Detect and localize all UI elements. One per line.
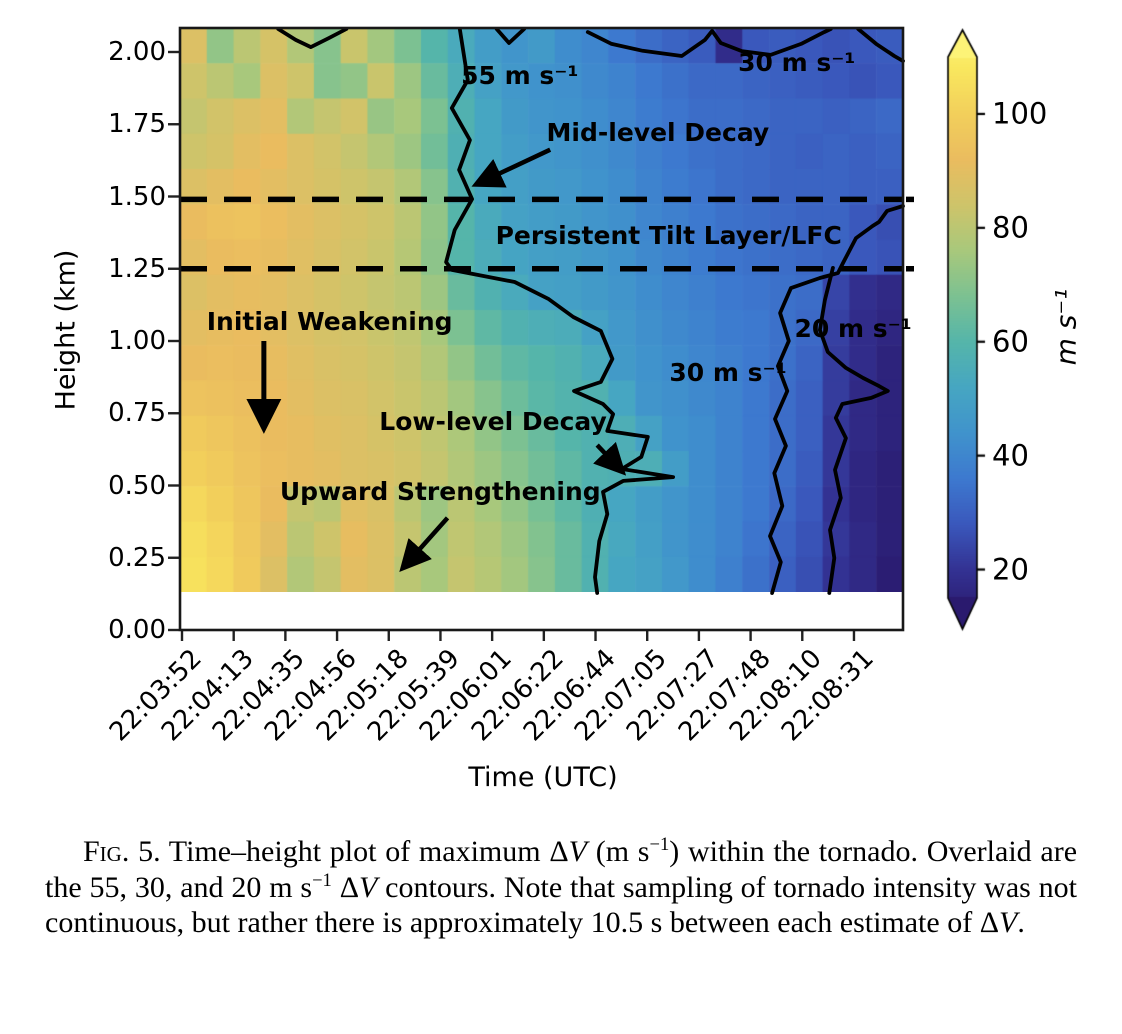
annotation-initial-weakening: Initial Weakening <box>206 306 453 336</box>
caption-segment: −1 <box>649 834 670 855</box>
colorbar-tick-label: 80 <box>992 210 1029 245</box>
y-tick-label: 2.00 <box>108 37 166 67</box>
caption-segment: V <box>999 906 1018 939</box>
caption-segment: Time–height plot of maximum Δ <box>160 835 569 868</box>
caption-segment: V <box>359 870 378 904</box>
annotation-mid-level-decay: Mid-level Decay <box>546 117 770 147</box>
caption-segment: V <box>568 835 587 868</box>
y-tick-label: 0.00 <box>108 615 166 645</box>
annotation-low-level-decay: Low-level Decay <box>379 406 607 436</box>
colorbar-unit-label: m s⁻¹ <box>1049 288 1083 366</box>
colorbar-tick-label: 20 <box>992 552 1029 587</box>
colorbar-tick-label: 40 <box>992 438 1029 473</box>
colorbar-tick-label: 100 <box>992 96 1048 131</box>
annotation-contour-label-30-top: 30 m s⁻¹ <box>738 47 856 77</box>
caption-segment: (m s <box>586 835 650 868</box>
y-tick-label: 1.25 <box>108 253 166 284</box>
colorbar-canvas <box>946 28 986 632</box>
caption-segment: Fig. 5. <box>83 835 161 868</box>
y-tick-label: 0.75 <box>108 398 166 429</box>
caption-segment: contours. Note that sampling of tornado … <box>45 870 1078 940</box>
annotation-upward-strengthening: Upward Strengthening <box>279 476 601 506</box>
y-tick-label: 1.00 <box>108 326 166 356</box>
colorbar-tick-label: 60 <box>992 324 1029 359</box>
caption-segment: Δ <box>331 870 359 904</box>
y-tick-label: 0.25 <box>108 542 166 573</box>
y-tick-label: 1.50 <box>108 181 166 212</box>
y-tick-label: 0.50 <box>108 470 166 501</box>
annotation-contour-label-20: 20 m s⁻¹ <box>794 313 912 343</box>
figure-caption: Fig. 5. Time–height plot of maximum ΔV (… <box>45 834 1077 941</box>
annotation-persistent-tilt-layer: Persistent Tilt Layer/LFC <box>495 221 842 251</box>
caption-segment: −1 <box>312 869 332 891</box>
annotation-contour-label-55: 55 m s⁻¹ <box>461 61 579 91</box>
caption-segment: ) within the tornado. Overlaid are the 5… <box>45 835 1078 904</box>
caption-segment: . <box>1017 906 1025 939</box>
y-tick-label: 1.75 <box>108 109 166 140</box>
x-axis-label: Time (UTC) <box>468 762 618 793</box>
annotation-contour-label-30-mid: 30 m s⁻¹ <box>669 358 787 388</box>
